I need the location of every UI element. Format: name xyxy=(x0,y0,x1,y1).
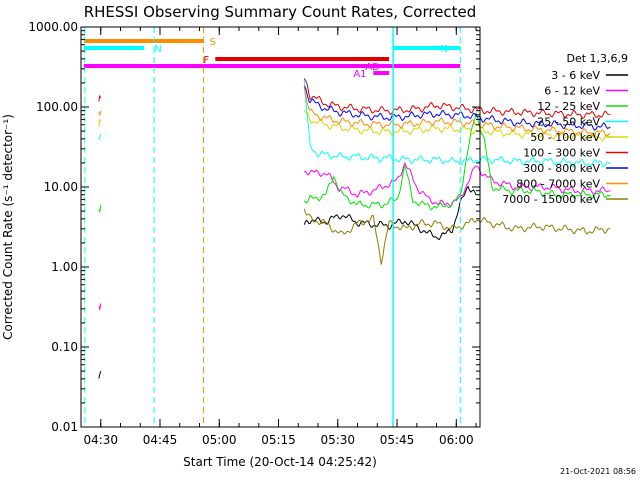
series-line-6-12kev xyxy=(303,161,611,207)
legend-label: 7000 - 15000 keV xyxy=(502,193,600,206)
x-tick-label: 06:00 xyxy=(439,433,474,447)
legend-label: 300 - 800 keV xyxy=(523,162,600,175)
flag-label-ad: AD xyxy=(365,62,380,73)
series-line-25-50kev xyxy=(98,134,102,140)
series-line-7000-15000kev xyxy=(303,208,611,265)
y-tick-label: 1.00 xyxy=(51,260,78,274)
series-line-800-7000kev xyxy=(98,110,102,116)
y-tick-label: 10.00 xyxy=(44,180,78,194)
x-axis: 04:30 04:45 05:00 05:15 05:30 05:45 06:00 xyxy=(83,27,477,447)
series-line-50-100kev xyxy=(98,118,102,127)
series-line-100-300kev xyxy=(303,78,611,120)
y-tick-label: 1000.00 xyxy=(28,20,78,34)
series-line-100-300kev xyxy=(98,94,102,102)
chart-title: RHESSI Observing Summary Count Rates, Co… xyxy=(84,3,477,21)
series-lines xyxy=(98,78,611,379)
flag-label-f: F xyxy=(203,55,209,66)
legend-label: 12 - 25 keV xyxy=(537,100,600,113)
series-line-3-6kev xyxy=(98,370,102,379)
legend-label: 6 - 12 keV xyxy=(544,85,600,98)
footer-timestamp: 21-Oct-2021 08:56 xyxy=(560,467,636,476)
series-line-3-6kev xyxy=(303,185,477,241)
series-line-12-25kev xyxy=(98,204,102,214)
series-line-25-50kev xyxy=(303,79,611,168)
y-tick-label: 0.10 xyxy=(51,340,78,354)
legend-label: 3 - 6 keV xyxy=(551,69,600,82)
x-tick-label: 05:00 xyxy=(202,433,237,447)
legend-label: 50 - 100 keV xyxy=(530,131,600,144)
plot-frame xyxy=(80,26,481,428)
legend-label: 25 - 50 keV xyxy=(537,116,600,129)
legend-label: 100 - 300 keV xyxy=(523,147,600,160)
flag-label-n: N xyxy=(440,44,447,55)
series-line-12-25kev xyxy=(303,111,611,211)
y-axis: 1000.00 100.00 10.00 1.00 0.10 0.01 xyxy=(28,20,480,434)
y-axis-label: Corrected Count Rate (s⁻¹ detector⁻¹) xyxy=(1,114,15,340)
y-tick-label: 100.00 xyxy=(36,100,78,114)
x-tick-label: 05:30 xyxy=(320,433,355,447)
flag-label-n: N xyxy=(154,44,161,55)
series-line-300-800kev xyxy=(303,85,611,131)
y-tick-label: 0.01 xyxy=(51,420,78,434)
series-line-800-7000kev xyxy=(303,87,611,138)
x-axis-label: Start Time (20-Oct-14 04:25:42) xyxy=(183,455,377,469)
x-tick-label: 04:45 xyxy=(143,433,178,447)
flag-label-s: S xyxy=(209,37,215,48)
x-tick-label: 05:45 xyxy=(380,433,415,447)
legend-header: Det 1,3,6,9 xyxy=(566,52,628,65)
legend: Det 1,3,6,9 3 - 6 keV 6 - 12 keV 12 - 25 k… xyxy=(502,52,628,206)
vertical-markers xyxy=(84,27,461,427)
x-tick-label: 05:15 xyxy=(261,433,296,447)
flag-label-a1: A1 xyxy=(353,69,366,80)
series-line-6-12kev xyxy=(98,303,102,312)
series-line-50-100kev xyxy=(303,110,611,142)
x-tick-label: 04:30 xyxy=(83,433,118,447)
legend-label: 800 - 7000 keV xyxy=(516,178,600,191)
